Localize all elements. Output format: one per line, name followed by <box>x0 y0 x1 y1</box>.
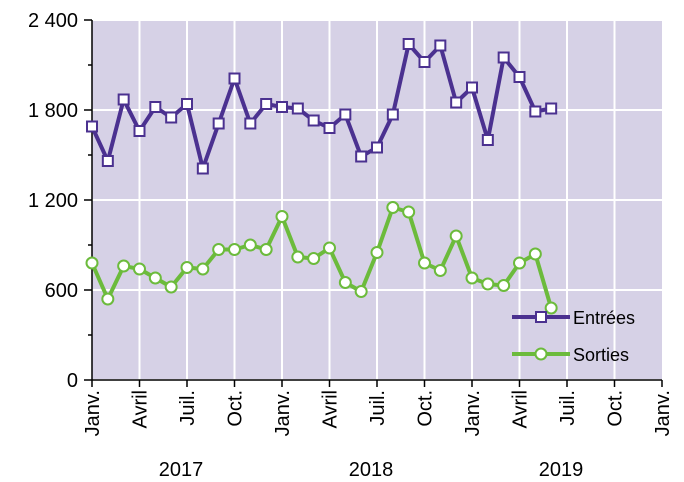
marker <box>212 243 226 256</box>
marker <box>418 256 431 270</box>
marker <box>528 247 542 261</box>
marker <box>513 71 526 83</box>
marker <box>101 292 115 306</box>
marker <box>164 280 178 294</box>
marker <box>85 256 99 270</box>
x-tick-label: Avril <box>320 390 342 429</box>
marker <box>243 238 257 252</box>
marker <box>291 250 305 264</box>
marker <box>338 276 352 289</box>
marker <box>259 243 273 256</box>
marker <box>117 259 131 273</box>
y-tick-label: 600 <box>45 280 78 302</box>
x-tick-label: Janv. <box>652 390 674 436</box>
marker <box>291 102 304 115</box>
marker <box>260 98 273 110</box>
marker <box>497 51 510 64</box>
y-tick-label: 1 800 <box>28 100 78 122</box>
y-tick-label: 0 <box>67 370 78 392</box>
marker <box>307 114 320 127</box>
marker <box>149 101 162 113</box>
marker <box>196 162 209 175</box>
marker <box>180 261 194 274</box>
marker <box>165 111 178 124</box>
marker <box>481 277 495 291</box>
marker <box>534 347 548 361</box>
marker <box>371 141 383 154</box>
marker <box>402 38 415 50</box>
marker <box>513 256 526 270</box>
x-tick-label: Janv. <box>272 390 294 436</box>
marker <box>418 56 431 68</box>
year-label: 2017 <box>159 459 204 481</box>
marker <box>244 117 257 130</box>
marker <box>433 264 447 277</box>
legend-label: Entrées <box>573 308 635 328</box>
marker <box>545 102 558 115</box>
marker <box>212 117 225 130</box>
marker <box>133 262 146 276</box>
y-tick-label: 1 200 <box>28 190 78 212</box>
x-tick-label: Janv. <box>82 390 104 436</box>
x-tick-label: Janv. <box>462 390 484 436</box>
x-tick-label: Oct. <box>225 390 247 427</box>
marker <box>449 229 463 243</box>
marker <box>323 241 336 255</box>
marker <box>434 39 447 52</box>
marker <box>228 72 241 85</box>
marker <box>117 93 130 106</box>
marker <box>323 122 336 134</box>
marker <box>386 108 399 121</box>
marker <box>497 279 511 292</box>
marker <box>339 108 352 121</box>
marker <box>355 150 368 163</box>
x-tick-label: Juil. <box>177 390 199 426</box>
marker <box>148 271 162 285</box>
x-tick-label: Oct. <box>415 390 437 427</box>
x-tick-label: Avril <box>130 390 152 429</box>
marker <box>529 105 542 118</box>
marker <box>307 252 321 265</box>
marker <box>354 285 368 298</box>
marker <box>465 271 479 285</box>
marker <box>86 120 98 133</box>
marker <box>228 243 241 256</box>
y-tick-label: 2 400 <box>28 10 78 32</box>
marker <box>535 311 547 323</box>
x-tick-label: Oct. <box>605 390 627 427</box>
marker <box>466 81 478 94</box>
marker <box>196 262 210 276</box>
marker <box>370 246 384 259</box>
legend-label: Sorties <box>573 345 629 365</box>
year-label: 2019 <box>539 459 584 481</box>
marker <box>101 155 114 167</box>
marker <box>181 98 193 110</box>
marker <box>276 101 288 113</box>
marker <box>402 205 416 219</box>
marker <box>386 201 400 214</box>
x-tick-label: Juil. <box>367 390 389 426</box>
x-tick-label: Juil. <box>557 390 579 426</box>
marker <box>275 210 289 223</box>
x-tick-label: Avril <box>510 390 532 429</box>
marker <box>450 96 463 109</box>
marker <box>481 134 494 146</box>
marker <box>133 125 146 137</box>
marker <box>544 301 558 315</box>
year-label: 2018 <box>349 459 394 481</box>
